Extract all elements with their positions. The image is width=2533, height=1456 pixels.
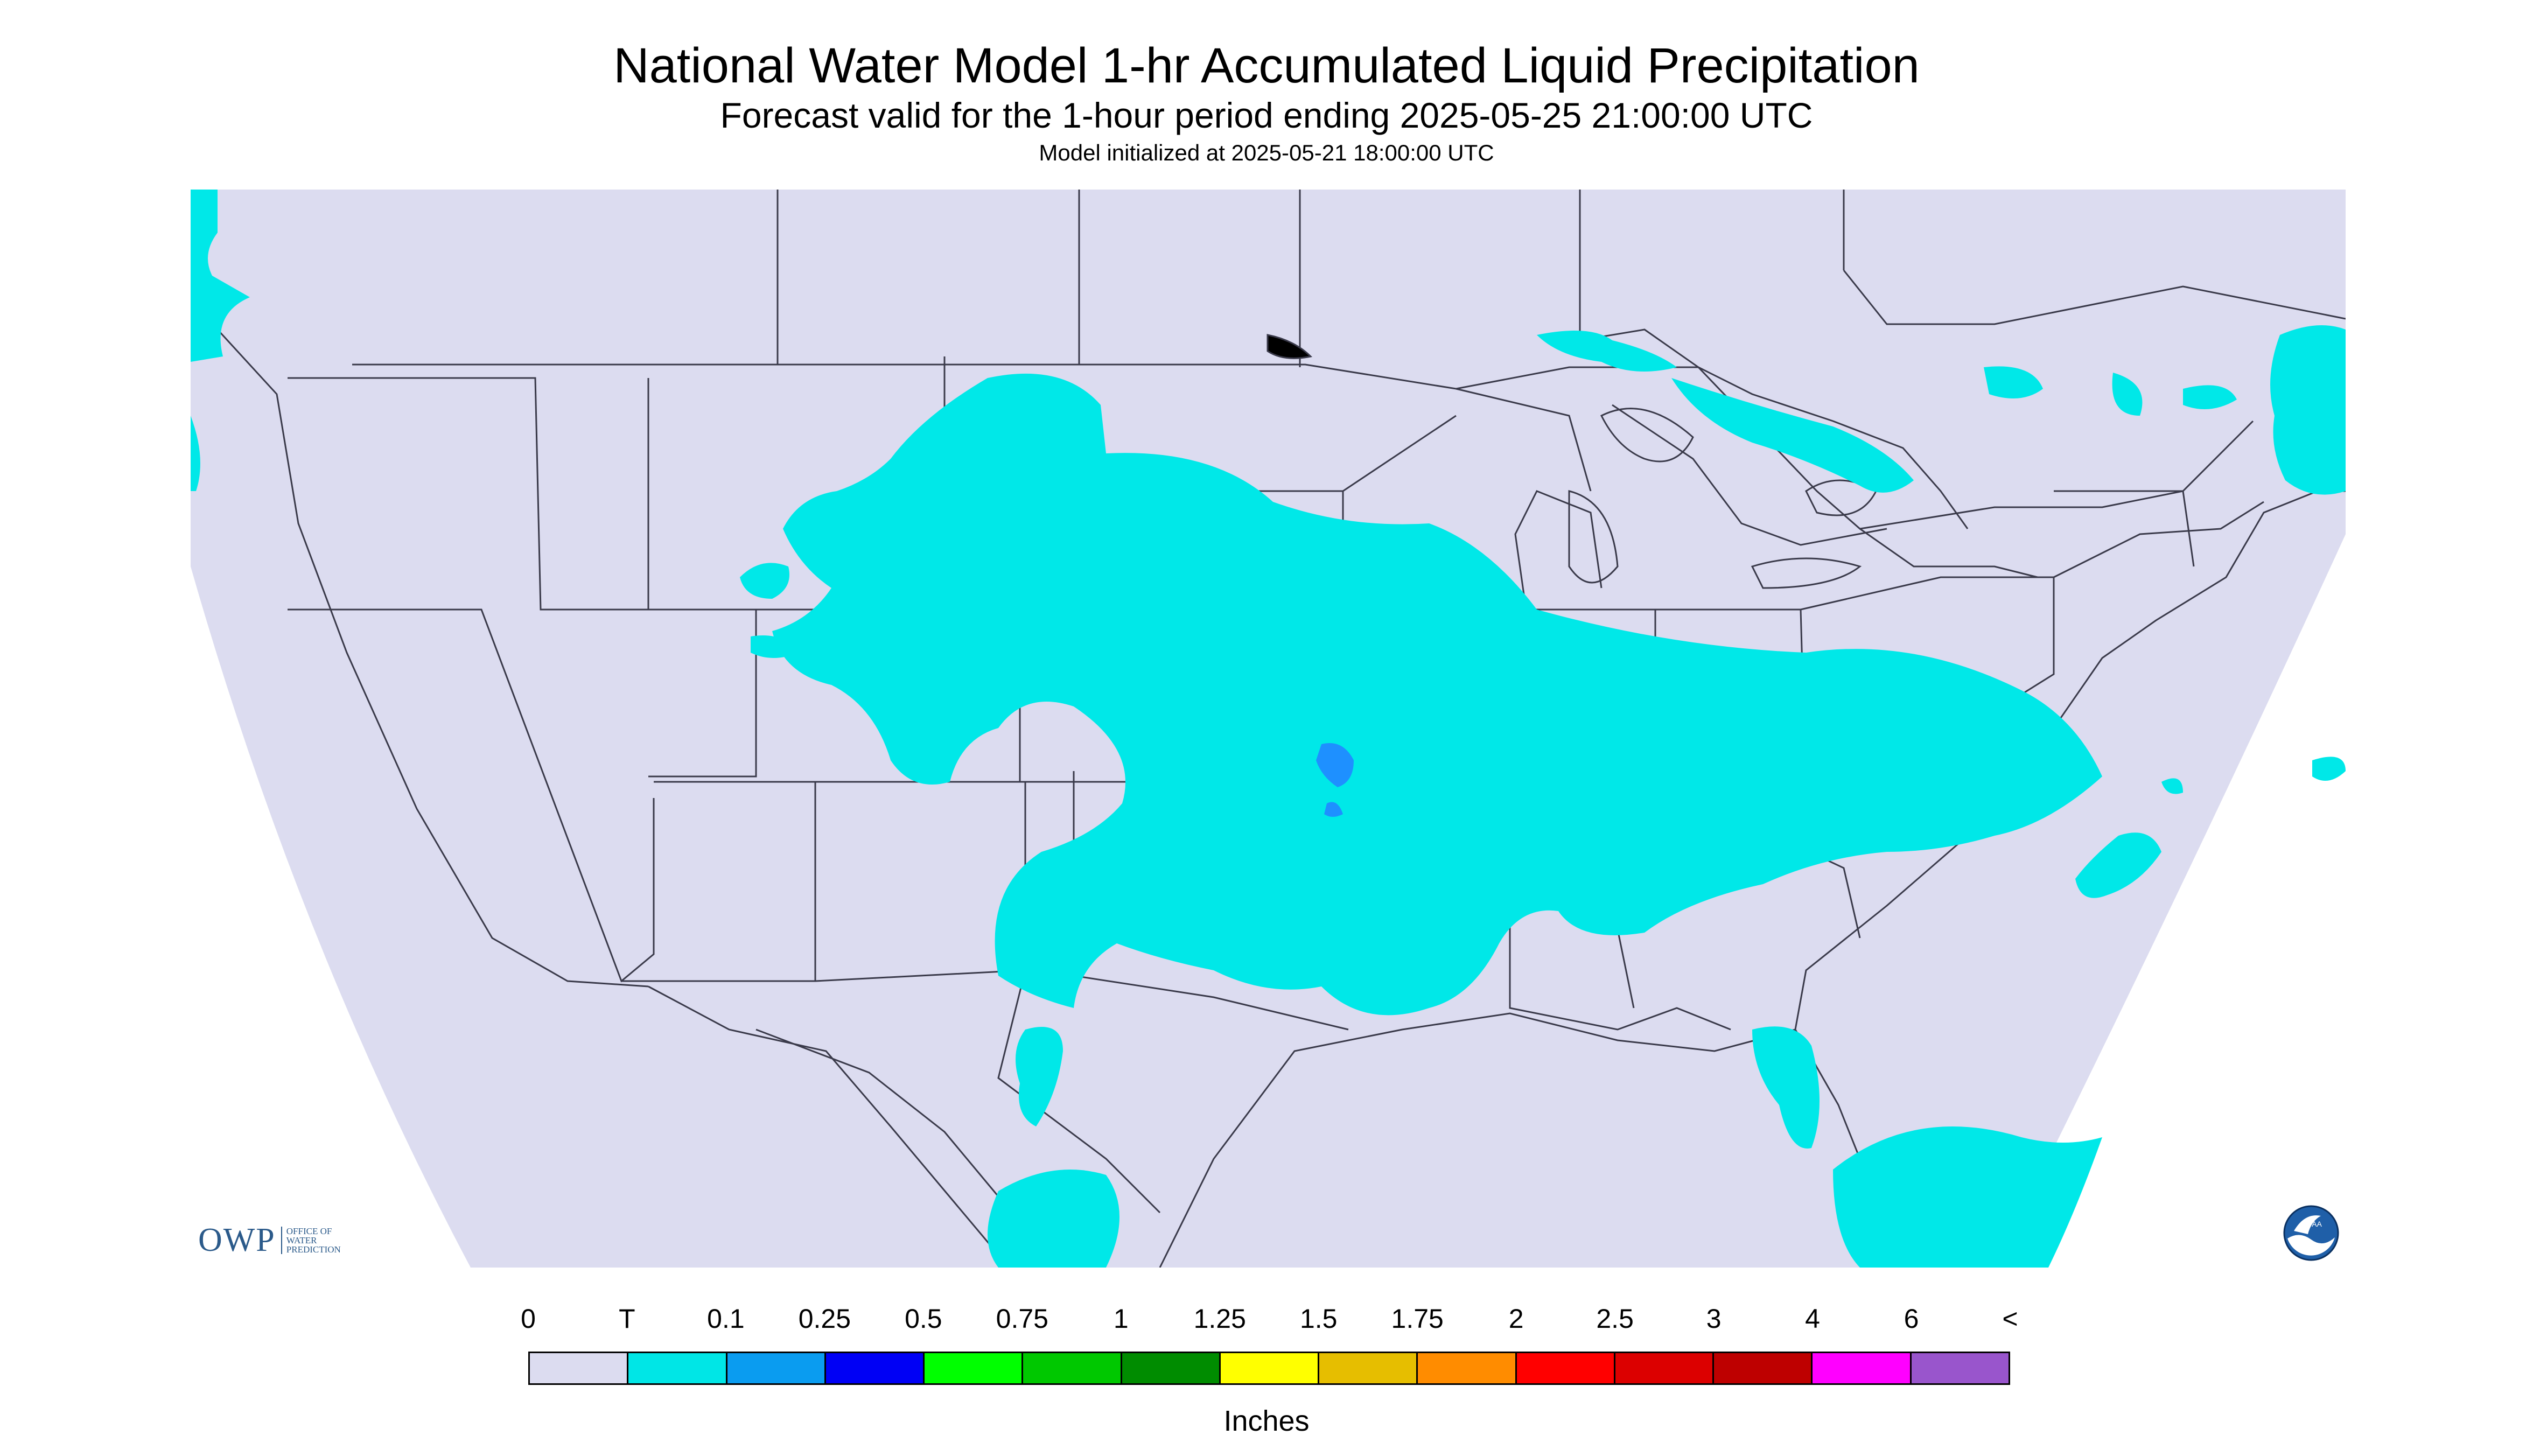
legend-label: 1.25 — [1193, 1304, 1246, 1334]
legend-swatch — [1714, 1353, 1813, 1383]
legend-labels: 0 T 0.1 0.25 0.5 0.75 1 1.25 1.5 1.75 2 2.5 3 4 6 < — [0, 1303, 2533, 1341]
legend-swatch — [1418, 1353, 1517, 1383]
legend-swatch — [530, 1353, 629, 1383]
legend-swatch — [1615, 1353, 1715, 1383]
legend-label: 0.5 — [905, 1304, 942, 1334]
legend-color-bar — [528, 1352, 2010, 1385]
legend-swatch — [727, 1353, 826, 1383]
noaa-logo-text: NOAA — [2300, 1220, 2322, 1228]
legend-swatch — [1023, 1353, 1122, 1383]
owp-logo: OWP OFFICE OF WATER PREDICTION — [198, 1221, 341, 1259]
owp-logo-text: OFFICE OF WATER PREDICTION — [281, 1227, 341, 1254]
precip-light-areas — [1316, 743, 1354, 817]
legend-swatch — [825, 1353, 925, 1383]
legend-swatch — [1122, 1353, 1221, 1383]
precipitation-map — [191, 190, 2346, 1268]
model-initialized-text: Model initialized at 2025-05-21 18:00:00… — [1039, 140, 1494, 165]
lake-shapes — [1266, 334, 1877, 589]
legend-label: 0.1 — [707, 1304, 745, 1334]
legend-label: 3 — [1706, 1304, 1722, 1334]
legend-label: 1 — [1113, 1304, 1129, 1334]
forecast-valid-subtitle: Forecast valid for the 1-hour period end… — [720, 95, 1813, 135]
legend-label: 2 — [1508, 1304, 1524, 1334]
legend-label: T — [619, 1304, 635, 1334]
legend-label: < — [2002, 1304, 2018, 1334]
legend-label: 4 — [1805, 1304, 1820, 1334]
legend-label: 6 — [1904, 1304, 1919, 1334]
legend-swatch — [1220, 1353, 1320, 1383]
map-title: National Water Model 1-hr Accumulated Li… — [613, 38, 1920, 93]
legend-swatch — [925, 1353, 1024, 1383]
legend-label: 2.5 — [1596, 1304, 1634, 1334]
legend-label: 0.25 — [798, 1304, 851, 1334]
legend-label: 0.75 — [996, 1304, 1048, 1334]
legend-swatch — [628, 1353, 727, 1383]
precip-trace-areas — [191, 190, 2346, 1268]
legend-label: 1.75 — [1391, 1304, 1444, 1334]
owp-logo-mark: OWP — [198, 1222, 276, 1258]
legend-label: 1.5 — [1299, 1304, 1338, 1334]
legend-swatch — [1319, 1353, 1418, 1383]
legend-label: 0 — [521, 1304, 536, 1334]
legend-swatch — [1516, 1353, 1615, 1383]
legend-units: Inches — [1223, 1405, 1310, 1437]
noaa-logo: NOAA — [2283, 1205, 2339, 1261]
legend-swatch — [1813, 1353, 1912, 1383]
legend-swatch — [1911, 1353, 2009, 1383]
